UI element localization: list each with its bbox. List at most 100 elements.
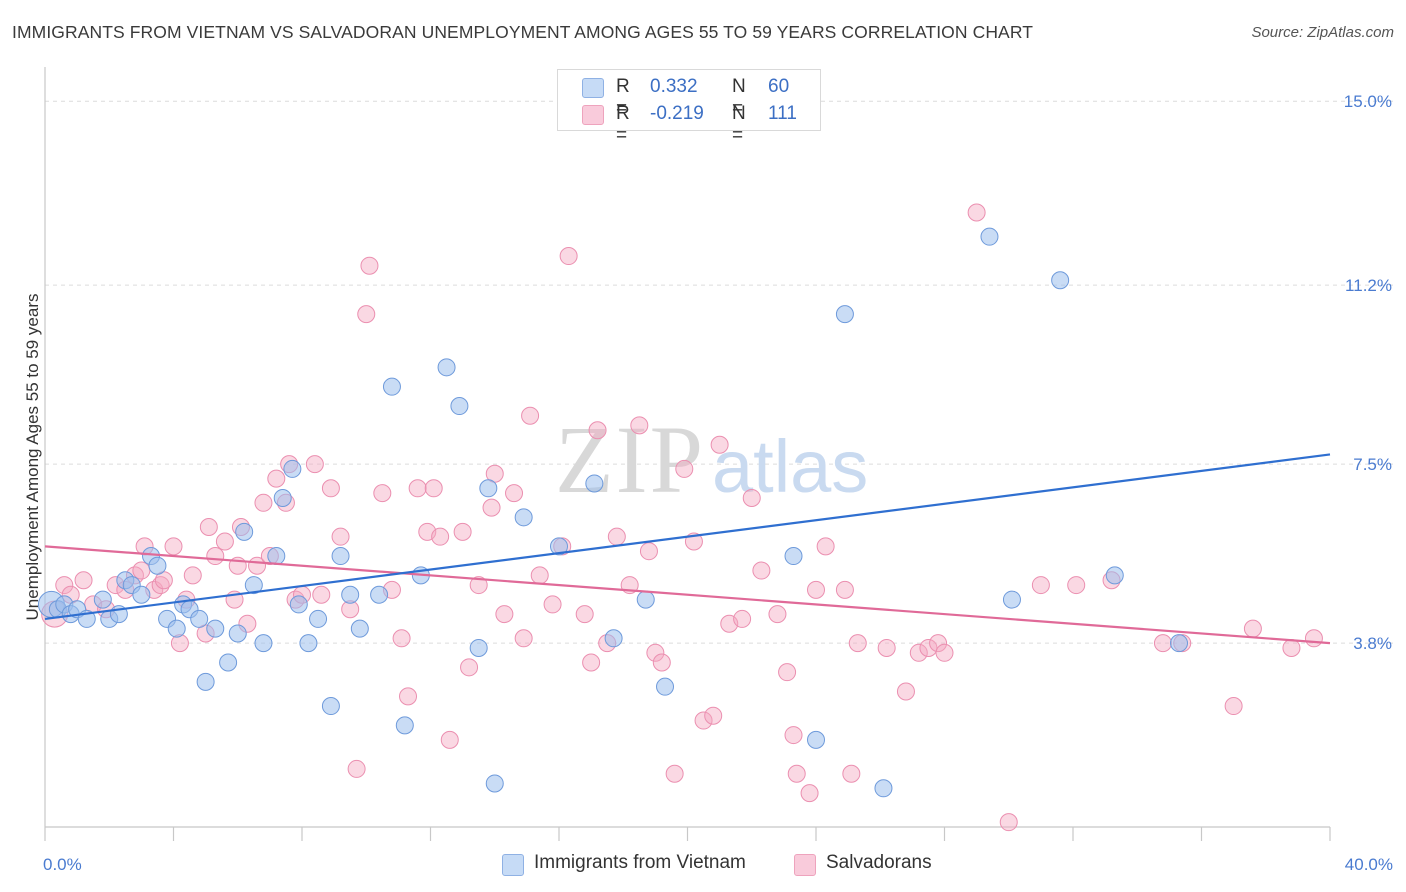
vietnam-point bbox=[309, 609, 328, 628]
salvadorans-point bbox=[505, 484, 524, 503]
salvadorans-point bbox=[784, 726, 803, 745]
salvadorans-point bbox=[752, 561, 771, 580]
legend-swatch-salvadorans bbox=[582, 105, 604, 125]
vietnam-point bbox=[132, 585, 151, 604]
salvadorans-point bbox=[1031, 576, 1050, 595]
salvadorans-point bbox=[1304, 629, 1323, 648]
watermark-zip: ZIP bbox=[555, 406, 705, 513]
vietnam-point bbox=[585, 474, 604, 493]
salvadorans-point bbox=[1243, 619, 1262, 638]
legend-label-vietnam: Immigrants from Vietnam bbox=[534, 852, 746, 873]
vietnam-point bbox=[235, 522, 254, 541]
salvadorans-point bbox=[183, 566, 202, 585]
salvadorans-point bbox=[431, 527, 450, 546]
salvadorans-point bbox=[768, 605, 787, 624]
salvadorans-point bbox=[675, 459, 694, 478]
salvadorans-point bbox=[331, 527, 350, 546]
legend-n-value: 60 bbox=[768, 76, 790, 97]
salvadorans-point bbox=[74, 571, 93, 590]
trend-lines bbox=[44, 453, 1331, 645]
vietnam-trend-line bbox=[44, 453, 1331, 621]
vietnam-point bbox=[514, 508, 533, 527]
vietnam-point bbox=[437, 358, 456, 377]
salvadorans-point bbox=[347, 759, 366, 778]
vietnam-points bbox=[37, 227, 1189, 798]
correlation-legend: R = 0.332 N = 60 R = -0.219 N = 111 bbox=[557, 69, 821, 146]
salvadorans-point bbox=[521, 406, 540, 425]
salvadorans-point bbox=[440, 730, 459, 749]
vietnam-point bbox=[196, 672, 215, 691]
salvadorans-point bbox=[909, 643, 928, 662]
salvadorans-point bbox=[835, 580, 854, 599]
salvadorans-point bbox=[848, 634, 867, 653]
salvadorans-point bbox=[742, 488, 761, 507]
vietnam-point bbox=[784, 547, 803, 566]
salvadorans-point bbox=[151, 576, 170, 595]
salvadorans-point bbox=[267, 469, 286, 488]
vietnam-point bbox=[299, 634, 318, 653]
vietnam-point bbox=[206, 619, 225, 638]
chart-title: IMMIGRANTS FROM VIETNAM VS SALVADORAN UN… bbox=[12, 22, 1034, 42]
vietnam-point bbox=[807, 730, 825, 749]
salvadorans-point bbox=[575, 605, 594, 624]
vietnam-point bbox=[835, 305, 854, 324]
vietnam-point bbox=[450, 397, 469, 416]
legend-swatch-vietnam bbox=[502, 854, 524, 876]
salvadorans-point bbox=[373, 484, 392, 503]
legend-swatch-vietnam bbox=[582, 78, 604, 98]
y-tick-label: 3.8% bbox=[1353, 634, 1392, 653]
salvadorans-point bbox=[132, 561, 151, 580]
salvadorans-point bbox=[199, 518, 218, 536]
vietnam-point bbox=[341, 585, 360, 604]
salvadorans-point bbox=[807, 580, 825, 599]
y-tick-label: 11.2% bbox=[1345, 276, 1392, 295]
salvadorans-point bbox=[582, 653, 601, 672]
salvadorans-point bbox=[543, 595, 562, 614]
legend-n-label: N = bbox=[732, 76, 746, 119]
salvadorans-point bbox=[630, 416, 649, 435]
y-tick-label: 15.0% bbox=[1344, 92, 1392, 111]
salvadorans-point bbox=[482, 498, 501, 517]
vietnam-point bbox=[273, 488, 292, 507]
legend-r-label: R = bbox=[616, 76, 630, 119]
salvadorans-point bbox=[392, 629, 411, 648]
vietnam-point bbox=[1170, 634, 1189, 653]
vietnam-point bbox=[479, 479, 498, 498]
watermark-atlas: atlas bbox=[712, 425, 868, 508]
salvadorans-point bbox=[321, 479, 340, 498]
salvadorans-point bbox=[800, 784, 819, 803]
vietnam-point bbox=[656, 677, 675, 696]
vietnam-point bbox=[289, 595, 308, 614]
salvadorans-point bbox=[408, 479, 427, 498]
salvadorans-point bbox=[460, 658, 479, 677]
salvadorans-point bbox=[816, 537, 835, 556]
salvadorans-point bbox=[1224, 697, 1243, 716]
salvadorans-points bbox=[41, 203, 1323, 832]
vietnam-point bbox=[228, 624, 247, 643]
salvadorans-point bbox=[206, 547, 225, 566]
salvadorans-point bbox=[733, 609, 752, 628]
salvadorans-point bbox=[453, 522, 472, 541]
salvadorans-point bbox=[469, 576, 488, 595]
salvadorans-point bbox=[514, 629, 533, 648]
salvadorans-point bbox=[357, 305, 376, 324]
salvadorans-point bbox=[999, 813, 1018, 832]
vietnam-point bbox=[321, 697, 340, 716]
vietnam-point bbox=[93, 590, 112, 609]
salvadorans-point bbox=[312, 585, 331, 604]
vietnam-point bbox=[350, 619, 369, 638]
salvadorans-point bbox=[639, 542, 658, 561]
salvadorans-point bbox=[665, 764, 684, 783]
salvadorans-point bbox=[424, 479, 443, 498]
vietnam-point bbox=[244, 576, 263, 595]
salvadorans-point bbox=[530, 566, 549, 585]
salvadorans-point bbox=[1153, 634, 1172, 653]
salvadorans-point bbox=[896, 682, 915, 701]
salvadorans-point bbox=[778, 663, 797, 682]
legend-swatch-salvadorans bbox=[794, 854, 816, 876]
legend-r-value: 0.332 bbox=[650, 76, 698, 97]
vietnam-point bbox=[469, 638, 488, 657]
x-tick-label: 40.0% bbox=[1345, 855, 1393, 874]
salvadorans-point bbox=[967, 203, 986, 222]
